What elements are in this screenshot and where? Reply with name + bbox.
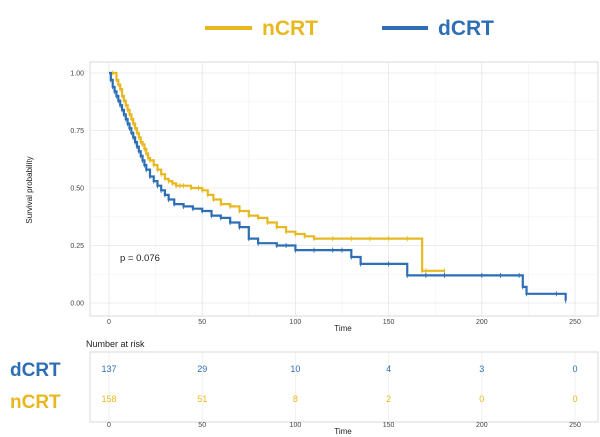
risk-x-tick-label: 0	[107, 422, 111, 429]
risk-x-tick-label: 250	[569, 422, 581, 429]
y-axis-title: Survival probability	[25, 156, 34, 223]
risk-x-tick-label: 50	[198, 422, 206, 429]
y-tick-label: 0.75	[70, 128, 84, 135]
risk-x-axis-title: Time	[334, 427, 352, 436]
risk-value-dcrt: 29	[197, 364, 207, 374]
x-tick-label: 50	[198, 319, 206, 326]
risk-table-title: Number at risk	[86, 339, 145, 349]
x-tick-label: 150	[383, 319, 395, 326]
survival-plot-panel: 0.00 0.25 0.50 0.75 1.00 0 50 100 150 200 250 Tim…	[25, 61, 599, 333]
plot-grid	[90, 62, 598, 316]
x-tick-labels: 0 50 100 150 200 250	[107, 319, 581, 326]
risk-table: Number at risk dCRT nCRT 137 29 10 4 3 0 158 51…	[10, 339, 599, 436]
p-value-annotation: p = 0.076	[120, 253, 160, 264]
risk-value-ncrt: 158	[101, 394, 116, 404]
risk-row-label-dcrt: dCRT	[10, 360, 61, 381]
risk-value-ncrt: 2	[386, 394, 391, 404]
risk-value-ncrt: 51	[197, 394, 207, 404]
risk-value-ncrt: 8	[293, 394, 298, 404]
risk-value-dcrt: 0	[572, 364, 577, 374]
risk-table-panel	[89, 351, 599, 423]
x-tick-label: 0	[107, 319, 111, 326]
risk-x-tick-label: 150	[383, 422, 395, 429]
x-tick-label: 200	[476, 319, 488, 326]
risk-table-grid	[108, 352, 576, 422]
x-axis-title: Time	[334, 324, 352, 333]
risk-x-tick-labels: 0 50 100 150 200 250	[107, 422, 581, 429]
chart-legend: nCRT dCRT	[205, 17, 494, 40]
risk-x-tick-label: 200	[476, 422, 488, 429]
y-tick-label: 0.50	[70, 186, 84, 193]
legend-label-dcrt: dCRT	[438, 17, 494, 40]
risk-value-dcrt: 3	[479, 364, 484, 374]
risk-row-label-ncrt: nCRT	[10, 392, 61, 413]
y-tick-label: 0.00	[70, 301, 84, 308]
legend-label-ncrt: nCRT	[262, 17, 318, 40]
risk-table-values: 137 29 10 4 3 0 158 51 8 2 0 0	[101, 364, 577, 404]
y-tick-labels: 0.00 0.25 0.50 0.75 1.00	[70, 71, 84, 308]
risk-value-ncrt: 0	[479, 394, 484, 404]
x-tick-label: 100	[290, 319, 302, 326]
x-tick-label: 250	[569, 319, 581, 326]
risk-value-dcrt: 137	[101, 364, 116, 374]
y-tick-label: 0.25	[70, 243, 84, 250]
risk-value-ncrt: 0	[572, 394, 577, 404]
survival-curves	[109, 70, 567, 304]
risk-x-tick-label: 100	[290, 422, 302, 429]
risk-value-dcrt: 4	[386, 364, 391, 374]
y-tick-label: 1.00	[70, 71, 84, 78]
plot-background	[89, 61, 599, 317]
survival-curve-ncrt	[109, 71, 445, 272]
risk-value-dcrt: 10	[290, 364, 300, 374]
